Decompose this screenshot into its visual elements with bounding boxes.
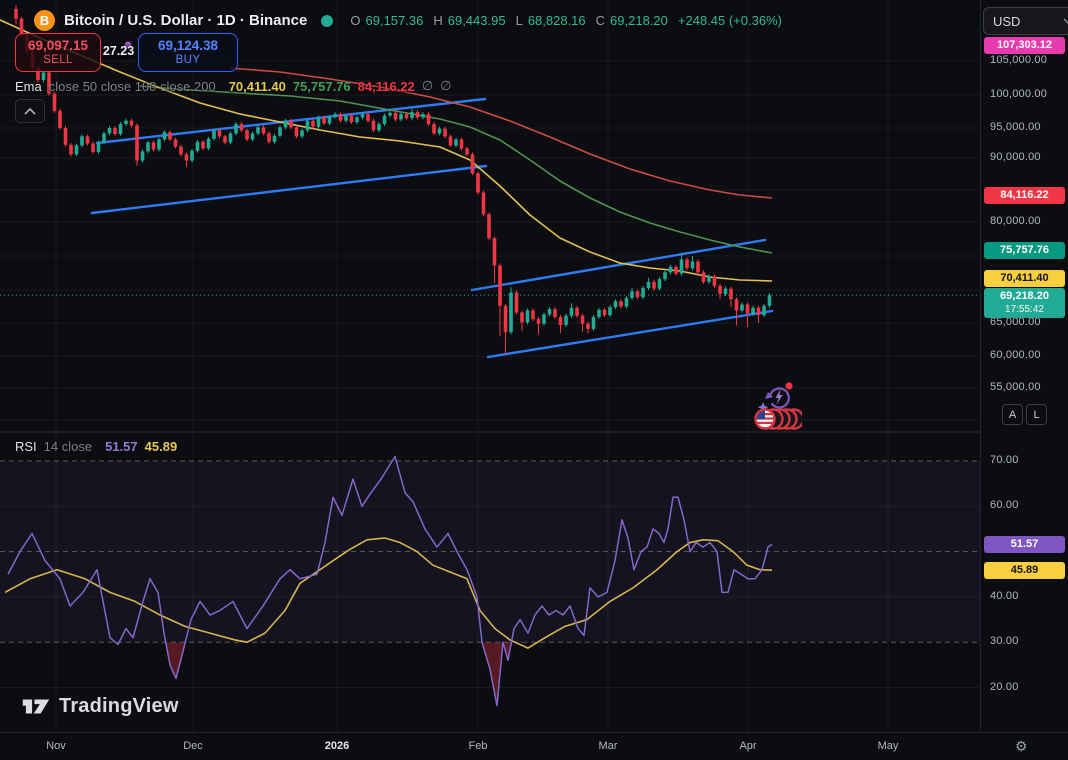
close-label: C bbox=[595, 13, 606, 28]
price-badge: 84,116.22 bbox=[984, 187, 1065, 205]
time-axis-label: Feb bbox=[468, 740, 488, 752]
candles-layer bbox=[14, 4, 772, 355]
rsi-band bbox=[0, 461, 980, 643]
sell-price: 69,097.15 bbox=[27, 38, 89, 54]
ema200-line bbox=[229, 67, 773, 199]
hide-indicator-icon[interactable]: ∅ bbox=[421, 78, 434, 93]
axis-label: 60.00 bbox=[990, 499, 1019, 512]
currency-selector[interactable]: USD bbox=[983, 7, 1068, 35]
channel-lines-layer bbox=[90, 97, 774, 359]
ema50-value: 70,411.40 bbox=[228, 78, 286, 94]
axis-label: 55,000.00 bbox=[990, 381, 1041, 393]
log-scale-button[interactable]: L bbox=[1026, 404, 1047, 425]
axis-label: 100,000.00 bbox=[990, 88, 1048, 100]
collapse-legend-button[interactable] bbox=[15, 99, 45, 123]
price-chart-canvas[interactable] bbox=[0, 0, 980, 732]
axis-label: 20.00 bbox=[990, 680, 1019, 693]
ema100-value: 75,757.76 bbox=[292, 78, 351, 94]
time-axis-label: May bbox=[877, 740, 899, 752]
low-value: 68,828.16 bbox=[527, 13, 586, 28]
gear-icon[interactable]: ⚙ bbox=[1015, 738, 1028, 754]
buy-button[interactable]: 69,124.38 BUY bbox=[138, 33, 238, 72]
high-label: H bbox=[433, 13, 443, 28]
price-badge: 75,757.76 bbox=[984, 242, 1065, 260]
currency-value: USD bbox=[993, 13, 1021, 29]
time-axis-label: Nov bbox=[46, 740, 66, 752]
open-label: O bbox=[350, 13, 361, 28]
rsi-indicator-legend[interactable]: RSI 14 close 51.57 45.89 bbox=[15, 439, 177, 454]
time-axis-label: Dec bbox=[183, 740, 203, 752]
rsi-params: 14 close bbox=[43, 439, 93, 454]
buy-label: BUY bbox=[175, 53, 201, 66]
symbol-header: B Bitcoin / U.S. Dollar · 1D · Binance O… bbox=[34, 10, 782, 31]
spread-value: 27.23 bbox=[102, 44, 135, 58]
sell-label: SELL bbox=[43, 53, 73, 66]
chevron-up-icon bbox=[24, 107, 36, 115]
time-axis-label: Apr bbox=[739, 740, 757, 752]
change-value: +248.45 (+0.36%) bbox=[677, 13, 782, 28]
close-value: 69,218.20 bbox=[610, 13, 668, 28]
chart-event-icons[interactable] bbox=[752, 376, 805, 437]
auto-scale-button[interactable]: A bbox=[1002, 404, 1023, 425]
price-badge: 69,218.20 17:55:42 bbox=[984, 288, 1065, 319]
axis-label: 30.00 bbox=[990, 635, 1019, 648]
axis-label: 70.00 bbox=[990, 454, 1019, 466]
price-badge: 70,411.40 bbox=[984, 269, 1065, 287]
flag-stack-icon bbox=[754, 408, 805, 430]
tradingview-wordmark: TradingView bbox=[59, 695, 179, 717]
open-value: 69,157.36 bbox=[365, 13, 424, 28]
market-status-icon bbox=[321, 14, 334, 27]
tradingview-logo[interactable]: TradingView bbox=[22, 695, 179, 718]
rsi-badge: 51.57 bbox=[984, 535, 1065, 553]
rsi-ma-value: 45.89 bbox=[144, 439, 178, 454]
bitcoin-icon: B bbox=[34, 10, 55, 31]
tradingview-mark-icon bbox=[22, 699, 50, 714]
buy-price: 69,124.38 bbox=[157, 38, 219, 54]
axis-label: 90,000.00 bbox=[990, 151, 1041, 163]
sell-button[interactable]: 69,097.15 SELL bbox=[15, 33, 101, 72]
axis-label: 40.00 bbox=[990, 589, 1019, 602]
rsi-badge: 45.89 bbox=[984, 561, 1065, 579]
high-value: 69,443.95 bbox=[447, 13, 506, 28]
refresh-alert-icon bbox=[757, 382, 793, 413]
axis-label: 65,000.00 bbox=[990, 316, 1041, 328]
ohlc-readout: O 69,157.36 H 69,443.95 L 68,828.16 C 69… bbox=[350, 13, 782, 28]
time-axis-label: Mar bbox=[598, 740, 618, 752]
chevron-down-icon bbox=[1063, 18, 1068, 24]
axis-label: 60,000.00 bbox=[990, 349, 1041, 361]
ema-params: close 50 close 100 close 200 bbox=[48, 78, 216, 94]
symbol-title[interactable]: Bitcoin / U.S. Dollar · 1D · Binance bbox=[64, 12, 308, 29]
time-axis-label: 2026 bbox=[324, 740, 350, 752]
rsi-title: RSI bbox=[15, 439, 37, 454]
ema200-value: 84,116.22 bbox=[357, 78, 415, 94]
rsi-line bbox=[7, 455, 773, 707]
axis-label: 95,000.00 bbox=[990, 121, 1041, 133]
rsi-value: 51.57 bbox=[105, 439, 138, 454]
ema50-line bbox=[0, 19, 773, 282]
hide-indicator-icon[interactable]: ∅ bbox=[440, 78, 452, 93]
ema-indicator-legend[interactable]: Ema close 50 close 100 close 200 70,411.… bbox=[15, 78, 451, 94]
time-axis[interactable]: ⚙ Nov Dec 2026 Feb Mar Apr May bbox=[0, 732, 1068, 760]
low-label: L bbox=[515, 13, 523, 28]
ema100-line bbox=[139, 85, 773, 254]
axis-label: 80,000.00 bbox=[990, 215, 1041, 227]
price-axis[interactable]: USD A L 105,000.00 100,000.00 95,000.00 90,… bbox=[980, 0, 1068, 732]
alert-marker-icon bbox=[124, 41, 132, 49]
ema-title: Ema bbox=[15, 78, 42, 94]
rsi-ma-line bbox=[4, 537, 773, 649]
price-badge: 107,303.12 bbox=[984, 37, 1065, 55]
axis-label: 105,000.00 bbox=[990, 54, 1048, 66]
